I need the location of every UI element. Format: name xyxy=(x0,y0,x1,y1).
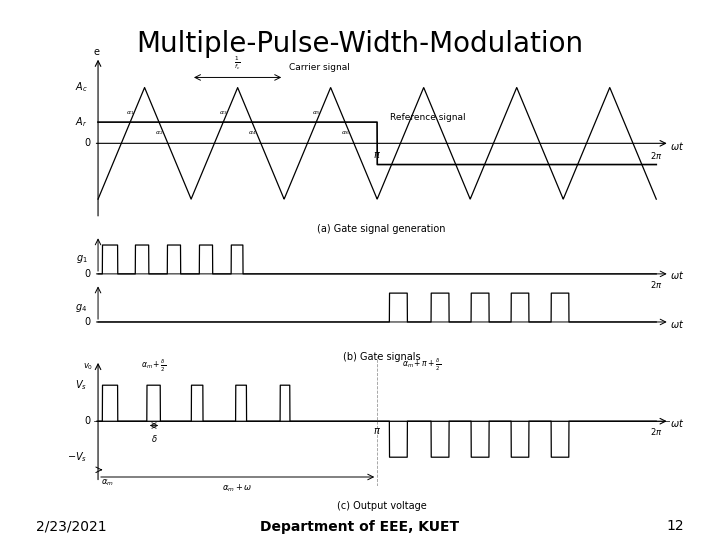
Text: $\alpha_2$: $\alpha_2$ xyxy=(155,130,163,137)
Text: $\alpha_m + \pi + \frac{\delta}{2}$: $\alpha_m + \pi + \frac{\delta}{2}$ xyxy=(402,356,441,373)
Text: $\pi$: $\pi$ xyxy=(373,426,381,436)
Text: 0: 0 xyxy=(85,269,91,279)
Text: $g_4$: $g_4$ xyxy=(75,301,87,314)
Text: $\alpha_m$: $\alpha_m$ xyxy=(101,477,113,488)
Text: $\omega t$: $\omega t$ xyxy=(670,417,684,429)
Text: $\alpha_m + \frac{\delta}{2}$: $\alpha_m + \frac{\delta}{2}$ xyxy=(141,358,166,374)
Text: Carrier signal: Carrier signal xyxy=(289,64,349,72)
Text: $\alpha_6$: $\alpha_6$ xyxy=(341,130,349,137)
Text: $2\pi$: $2\pi$ xyxy=(650,426,662,436)
Text: $v_0$: $v_0$ xyxy=(84,362,94,372)
Text: $V_s$: $V_s$ xyxy=(76,379,87,392)
Text: $\alpha_m + \omega$: $\alpha_m + \omega$ xyxy=(222,482,253,494)
Text: e: e xyxy=(94,47,99,57)
Text: $\omega t$: $\omega t$ xyxy=(670,269,684,281)
Text: Department of EEE, KUET: Department of EEE, KUET xyxy=(261,519,459,534)
Text: Multiple-Pulse-Width-Modulation: Multiple-Pulse-Width-Modulation xyxy=(136,30,584,58)
Text: $\pi$: $\pi$ xyxy=(373,150,381,160)
Text: $\alpha_1$: $\alpha_1$ xyxy=(126,109,135,117)
Text: 0: 0 xyxy=(85,138,91,149)
Text: Reference signal: Reference signal xyxy=(390,113,466,122)
Text: $\alpha_5$: $\alpha_5$ xyxy=(312,109,320,117)
Text: 2/23/2021: 2/23/2021 xyxy=(36,519,107,534)
Text: $\alpha_3$: $\alpha_3$ xyxy=(219,109,228,117)
Text: $2\pi$: $2\pi$ xyxy=(650,279,662,289)
Text: $g_1$: $g_1$ xyxy=(76,253,87,266)
Text: $\omega t$: $\omega t$ xyxy=(670,318,684,329)
Text: $\frac{1}{f_c}$: $\frac{1}{f_c}$ xyxy=(234,55,241,72)
Text: $\alpha_4$: $\alpha_4$ xyxy=(248,130,256,137)
Text: $\delta$: $\delta$ xyxy=(150,433,158,444)
Text: (a) Gate signal generation: (a) Gate signal generation xyxy=(318,224,446,234)
Text: $\omega t$: $\omega t$ xyxy=(670,140,684,152)
Text: $A_r$: $A_r$ xyxy=(75,115,87,129)
Text: (c) Output voltage: (c) Output voltage xyxy=(337,501,426,511)
Text: $A_c$: $A_c$ xyxy=(75,80,87,94)
Text: $2\pi$: $2\pi$ xyxy=(650,150,662,161)
Text: (b) Gate signals: (b) Gate signals xyxy=(343,353,420,362)
Text: 0: 0 xyxy=(85,416,91,426)
Text: 12: 12 xyxy=(667,519,684,534)
Text: $-V_s$: $-V_s$ xyxy=(67,450,87,464)
Text: 0: 0 xyxy=(85,317,91,327)
